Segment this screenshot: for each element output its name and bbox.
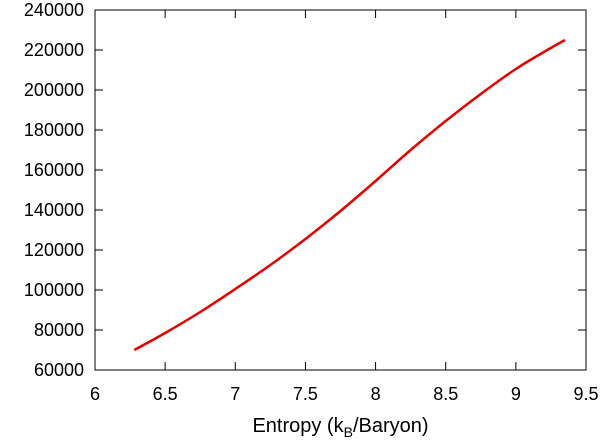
series-layer	[133, 38, 566, 352]
y-axis-ticks: 60000 80000 100000 120000 140000 160000 180000…	[24, 0, 586, 380]
x-tick-label: 6.5	[153, 384, 178, 404]
x-tick-label: 9.5	[573, 384, 598, 404]
x-axis-title-subscript: B	[344, 424, 353, 440]
y-tick-label: 240000	[24, 0, 84, 20]
y-tick-label: 220000	[24, 40, 84, 60]
y-tick-label: 60000	[34, 360, 84, 380]
plot-frame	[94, 9, 587, 371]
y-tick-label: 180000	[24, 120, 84, 140]
x-axis-title-main: Entropy (k	[252, 415, 344, 437]
y-tick-label: 160000	[24, 160, 84, 180]
x-tick-label: 7.5	[293, 384, 318, 404]
x-tick-label: 7	[230, 384, 240, 404]
x-tick-label: 8	[371, 384, 381, 404]
y-tick-label: 100000	[24, 280, 84, 300]
x-axis-ticks: 6 6.5 7 7.5 8 8.5 9 9.5	[90, 10, 599, 404]
x-tick-label: 6	[90, 384, 100, 404]
series-line	[133, 38, 566, 352]
y-tick-label: 140000	[24, 200, 84, 220]
x-tick-label: 8.5	[433, 384, 458, 404]
x-axis-title: Entropy (kB/Baryon)	[252, 415, 428, 440]
x-tick-label: 9	[511, 384, 521, 404]
x-axis-title-tail: /Baryon)	[353, 415, 429, 437]
y-tick-label: 200000	[24, 80, 84, 100]
y-tick-label: 80000	[34, 320, 84, 340]
y-tick-label: 120000	[24, 240, 84, 260]
